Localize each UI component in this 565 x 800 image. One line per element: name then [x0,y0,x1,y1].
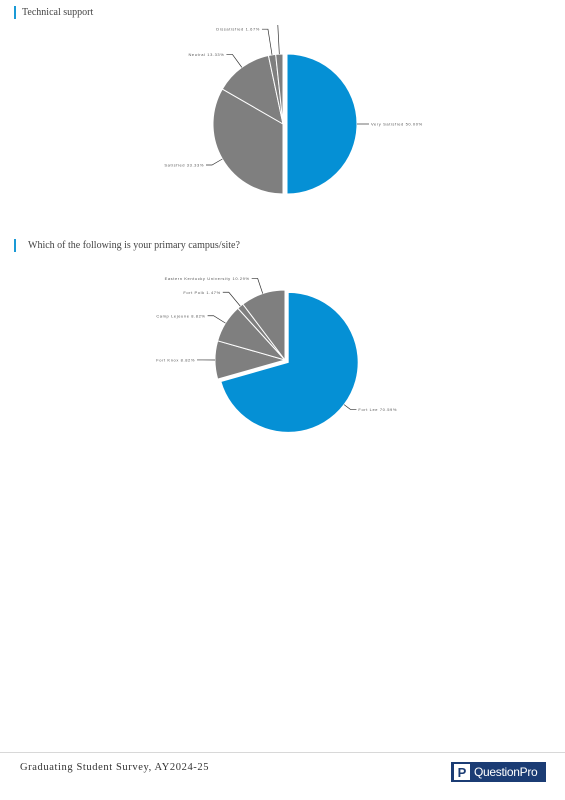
footer-survey-title: Graduating Student Survey, AY2024-25 [20,762,210,773]
leader-line [261,28,273,55]
pie-slice-very-satisfied [286,53,358,195]
leader-line [207,315,226,324]
pie-slice-eastern-kentucky-university [242,289,286,362]
leader-line [222,291,241,307]
pie-chart-primary-campus: Fort Lee 70.59% Fort Knox 8.82% Camp Lejeu… [156,276,397,433]
leader-line [205,158,223,166]
section-title-primary-campus: Which of the following is your primary c… [14,239,240,252]
section-title-text: Which of the following is your primary c… [28,240,240,251]
questionpro-logo-icon: P [454,764,470,780]
slice-label: Satisfied 33.33% [164,163,204,168]
leader-line [277,25,280,55]
questionpro-logo-text: QuestionPro [474,765,538,779]
slice-label: Camp Lejeune 8.82% [156,313,205,318]
leader-line [343,404,357,410]
slice-label: Eastern Kentucky University 10.29% [165,276,250,281]
pie-slice-fort-lee [220,291,359,433]
pie-chart-technical-support: Very Satisfied 50.00% Satisfied 33.33% Neu… [164,25,423,195]
slice-label: Fort Polk 1.47% [183,290,220,295]
pie-slice-neutral [221,54,284,125]
slice-label: Dissatisfied 1.67% [216,27,260,32]
section-title-technical-support: Technical support [14,6,93,19]
slice-label: Fort Knox 8.82% [156,357,195,362]
footer-divider [0,752,565,753]
slice-label: Fort Lee 70.59% [358,407,397,412]
pie-slice-satisfied [212,88,284,195]
leader-line [251,278,264,294]
leader-line [226,54,243,68]
slice-label: Neutral 13.33% [188,52,224,57]
questionpro-logo: P QuestionPro [451,762,546,782]
slice-label: Very Satisfied 50.00% [371,122,423,127]
